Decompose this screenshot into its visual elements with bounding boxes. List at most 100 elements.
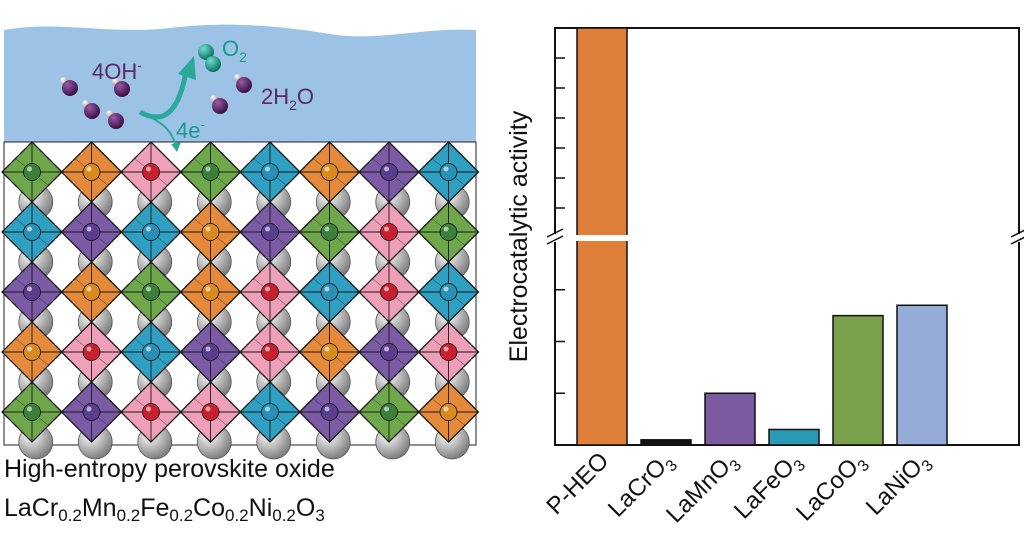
formula-element: Ni (248, 494, 273, 522)
octahedron (1, 381, 63, 443)
atom-highlight (146, 166, 151, 172)
atom-highlight (146, 406, 151, 412)
octahedron (1, 261, 63, 323)
atom-highlight (324, 226, 330, 232)
atom-highlight (384, 346, 389, 352)
chemical-formula: LaCr0.2Mn0.2Fe0.2Co0.2Ni0.2O3 (4, 494, 325, 526)
reaction-arrow (138, 71, 189, 120)
oxygen-label: O2 (222, 36, 247, 65)
axis-break-mark (1010, 229, 1024, 238)
octahedron (179, 381, 242, 443)
b-site-atom (82, 163, 101, 181)
b-site-atom (23, 343, 41, 361)
bar-LaCoO3 (832, 314, 884, 446)
atom-highlight (265, 346, 270, 352)
octahedron (239, 201, 301, 263)
hydroxide-molecule (210, 95, 228, 114)
axis-break-gap-right (1011, 234, 1024, 242)
oxygen-atom (62, 80, 78, 96)
atom-highlight (443, 346, 449, 352)
octahedron (298, 381, 361, 443)
atom-highlight (146, 286, 151, 292)
electron-arrow-head (171, 142, 181, 152)
atom-highlight (265, 286, 270, 292)
hydroxide-molecule (82, 100, 100, 119)
atom-highlight (384, 166, 389, 172)
x-tick-label: LaMnO3 (661, 447, 745, 531)
b-site-atom (439, 403, 458, 421)
b-site-atom (142, 403, 160, 421)
octahedron (1, 201, 63, 263)
b-site-atom (23, 283, 41, 301)
octahedron (358, 381, 420, 443)
formula-subscript: 0.2 (225, 506, 249, 525)
b-site-atom (23, 403, 41, 421)
hydroxide-molecule (106, 110, 124, 129)
hydroxide-molecule (234, 74, 252, 93)
atom-highlight (27, 226, 32, 232)
b-site-atom (201, 283, 220, 301)
atom-highlight (443, 166, 449, 172)
octahedron (60, 201, 123, 263)
electron-label: 4e- (176, 116, 205, 143)
oxygen-atom (114, 81, 130, 97)
octahedron (298, 321, 361, 383)
bar-LaFeO3 (768, 428, 820, 446)
b-site-atom (439, 163, 458, 181)
hydroxide-molecule (60, 77, 78, 96)
b-site-atom (261, 283, 279, 301)
atom-highlight (146, 226, 151, 232)
atom-highlight (27, 346, 32, 352)
formula-subscript: 0.2 (116, 506, 141, 525)
atom-highlight (205, 286, 211, 292)
x-tick-label: LaCoO3 (791, 447, 873, 529)
b-site-atom (439, 283, 458, 301)
atom-highlight (265, 166, 270, 172)
atom-highlight (205, 406, 211, 412)
octahedron (60, 261, 123, 323)
oxygen-atom (84, 103, 100, 119)
atom-highlight (146, 346, 151, 352)
b-site-atom (261, 343, 279, 361)
b-site-atom (142, 343, 160, 361)
atom-highlight (27, 286, 32, 292)
axis-break-mark (1010, 236, 1024, 245)
axis-break-gap-left (547, 234, 563, 242)
water-label: 2H2O (261, 84, 314, 113)
b-site-atom (201, 163, 220, 181)
b-site-atom (261, 163, 279, 181)
b-site-atom (439, 223, 458, 241)
b-site-atom (261, 403, 279, 421)
bar-LaMnO3 (704, 392, 756, 446)
perovskite-lattice-figure: 4OH- O2 2H2O 4e- (1, 24, 480, 460)
b-site-atom (201, 343, 220, 361)
octahedron (120, 261, 182, 323)
formula-element: Co (193, 494, 225, 522)
b-site-atom (82, 403, 101, 421)
octahedron (239, 141, 301, 203)
electron-arrow (147, 115, 177, 147)
atom-highlight (86, 406, 92, 412)
atom-highlight (27, 406, 32, 412)
b-site-atom (142, 223, 160, 241)
b-site-atom (82, 343, 101, 361)
octahedron (60, 381, 123, 443)
octahedron (239, 261, 301, 323)
b-site-atom (201, 223, 220, 241)
b-site-atom (380, 163, 398, 181)
activity-bar-chart: P-HEO LaCrO3 LaMnO3 LaFeO3 LaCoO3 LaNiO3 Elect… (480, 0, 1024, 555)
octahedron (179, 261, 242, 323)
atom-highlight (265, 226, 270, 232)
b-site-atom (320, 403, 339, 421)
b-site-atom (261, 223, 279, 241)
octahedron (179, 141, 242, 203)
atom-highlight (205, 226, 211, 232)
octahedron (417, 261, 480, 323)
atom-highlight (443, 406, 449, 412)
atom-highlight (86, 226, 92, 232)
octahedron (120, 201, 182, 263)
formula-element: O (295, 494, 316, 522)
formula-subscript: 0.2 (272, 506, 296, 525)
bar-break-gap (576, 235, 628, 241)
x-tick-label: P-HEO (541, 447, 614, 520)
